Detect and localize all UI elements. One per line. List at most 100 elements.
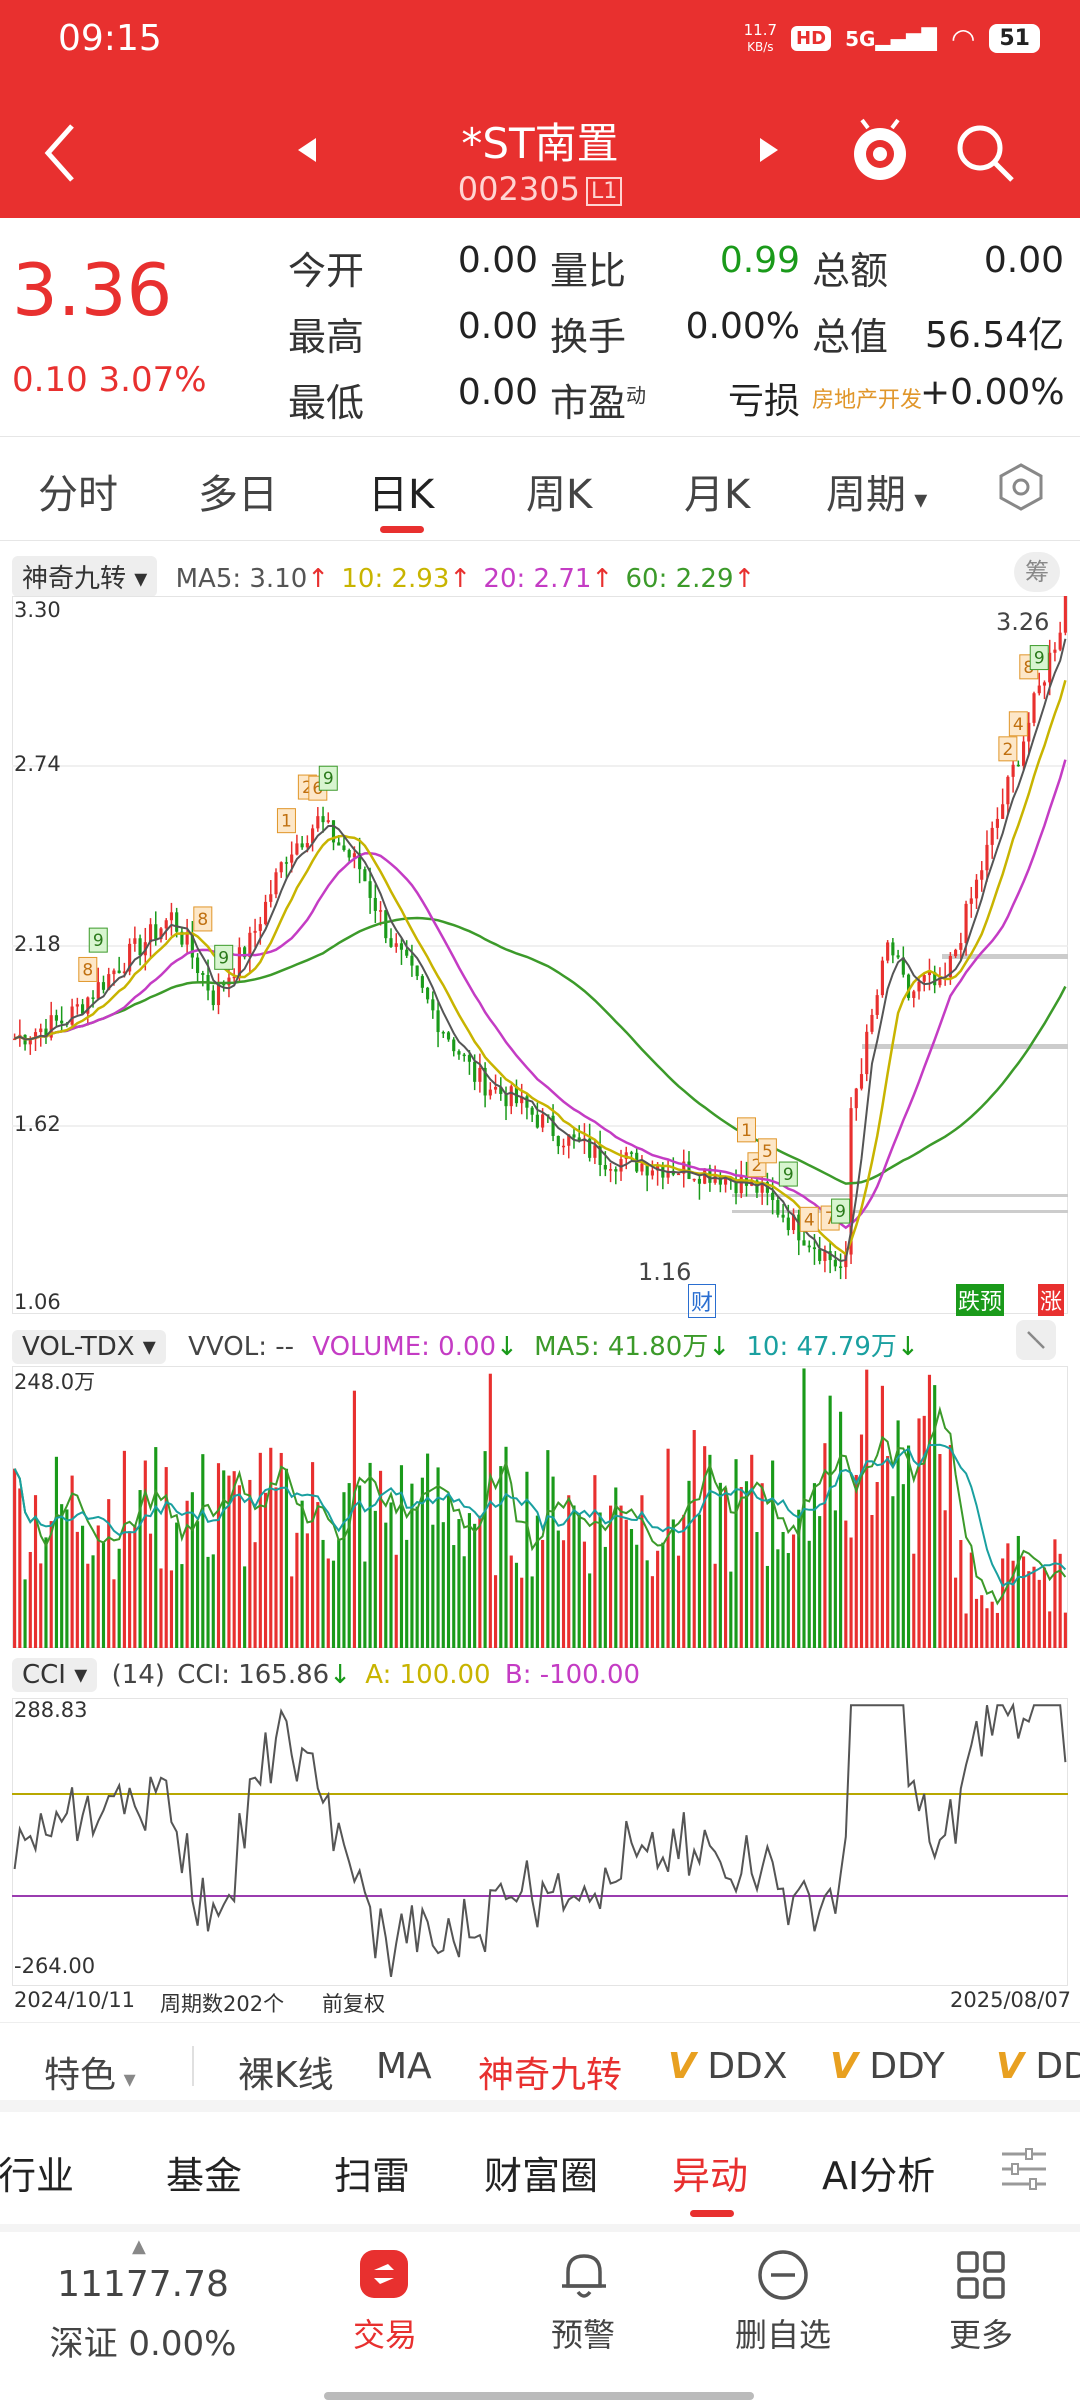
volume-bar — [906, 1445, 911, 1648]
candle — [614, 1169, 618, 1172]
tab-daily-k[interactable]: 日K — [368, 472, 435, 518]
candle — [326, 820, 330, 823]
volume-bar — [326, 1558, 330, 1648]
nine-marker — [276, 808, 296, 834]
volume-chart[interactable] — [12, 1366, 1068, 1648]
tab-settings-icon[interactable] — [1000, 2148, 1048, 2190]
candle — [661, 1165, 665, 1178]
pe-label[interactable]: 市盈动 — [550, 381, 647, 425]
divider — [0, 2100, 1080, 2112]
volume-bar — [546, 1450, 550, 1648]
next-stock-icon[interactable] — [756, 136, 780, 164]
tab-weekly-k[interactable]: 周K — [526, 472, 593, 518]
chip-line — [942, 954, 1068, 959]
feature-ma[interactable]: MA — [376, 2046, 432, 2087]
rise-marker[interactable]: 涨 — [1038, 1284, 1065, 1316]
fall-warning-marker[interactable]: 跌预 — [956, 1284, 1005, 1316]
volume-bar — [964, 1613, 968, 1648]
nav-remove-watchlist[interactable]: 删自选 — [734, 2316, 831, 2354]
special-dropdown[interactable]: 特色 ▾ — [44, 2055, 136, 2096]
kline-indicator-select[interactable]: 神奇九转 ▾ — [12, 556, 158, 597]
feature-ddx[interactable]: V DDX — [668, 2046, 788, 2087]
index-value[interactable]: 11177.78 — [57, 2264, 229, 2305]
candle — [823, 1251, 827, 1261]
volume-bar — [483, 1451, 487, 1648]
pe-value: 亏损 — [727, 381, 800, 422]
tab-monthly-k[interactable]: 月K — [684, 472, 751, 518]
feature-ddy[interactable]: V DDY — [830, 2046, 945, 2087]
finance-marker[interactable]: 财 — [688, 1284, 717, 1318]
nine-marker-label: 4 — [1013, 715, 1024, 735]
feature-magic-nine[interactable]: 神奇九转 — [478, 2055, 623, 2096]
cci-indicator-select[interactable]: CCI ▾ — [12, 1658, 98, 1692]
search-icon[interactable] — [954, 122, 1016, 184]
tab-fund[interactable]: 基金 — [166, 2154, 243, 2198]
volume-indicator-select[interactable]: VOL-TDX ▾ — [12, 1330, 166, 1364]
back-icon[interactable] — [40, 120, 80, 186]
nine-marker-label: 2 — [1002, 740, 1013, 760]
candle — [760, 1182, 764, 1193]
nav-more[interactable]: 更多 — [948, 2316, 1013, 2354]
candle — [420, 976, 424, 988]
volume-bar — [734, 1459, 738, 1648]
alert-bell-icon[interactable] — [558, 2248, 610, 2302]
volume-bar — [300, 1500, 304, 1648]
candle — [865, 1031, 869, 1075]
nav-trade[interactable]: 交易 — [352, 2316, 417, 2354]
candle — [509, 1086, 513, 1107]
collapse-icon[interactable] — [1016, 1320, 1056, 1360]
volume-bar — [164, 1467, 168, 1648]
tab-ai-analysis[interactable]: AI分析 — [822, 2154, 936, 2198]
candle — [781, 1214, 785, 1218]
candle — [33, 1032, 38, 1040]
candle — [13, 1038, 17, 1041]
assistant-icon[interactable] — [848, 116, 912, 188]
candle — [91, 997, 95, 999]
tab-wealth-circle[interactable]: 财富圈 — [484, 2154, 599, 2198]
volume-bar — [1048, 1611, 1052, 1648]
volume-bar — [405, 1539, 409, 1648]
adjust-mode[interactable]: 前复权 — [322, 1992, 385, 2016]
cci-chart[interactable] — [12, 1698, 1068, 1986]
index-name[interactable]: 深证 0.00% — [49, 2324, 237, 2364]
tab-period[interactable]: 周期 ▾ — [826, 472, 928, 518]
tab-anomaly[interactable]: 异动 — [672, 2154, 749, 2198]
tab-risk-scan[interactable]: 扫雷 — [334, 2154, 411, 2198]
vvol-value: VVOL: -- — [188, 1332, 294, 1362]
y-label-top: 3.30 — [14, 598, 61, 622]
prev-stock-icon[interactable] — [296, 136, 320, 164]
volume-bar — [844, 1520, 848, 1648]
tab-industry[interactable]: 行业 — [0, 2154, 75, 2198]
volume-bar — [467, 1513, 471, 1648]
chip-distribution-button[interactable]: 筹 — [1014, 552, 1060, 592]
volume-bar — [49, 1521, 53, 1648]
candle — [692, 1178, 696, 1181]
tab-multi-day[interactable]: 多日 — [198, 472, 278, 518]
settings-hex-icon[interactable] — [996, 462, 1046, 512]
y-label-bottom: 1.06 — [14, 1290, 61, 1314]
candle — [948, 956, 952, 978]
volume-bar — [656, 1550, 660, 1648]
volume-bar — [886, 1456, 890, 1648]
feature-naked-k[interactable]: 裸K线 — [238, 2055, 334, 2096]
volume-bar — [1042, 1567, 1047, 1648]
volume-bar — [765, 1565, 769, 1648]
candle — [44, 1028, 48, 1038]
market-cap-value: 56.54亿 — [924, 315, 1064, 356]
home-indicator[interactable] — [324, 2392, 754, 2400]
tab-intraday[interactable]: 分时 — [38, 472, 118, 518]
industry-label[interactable]: 房地产开发 — [812, 388, 923, 413]
candle — [493, 1087, 498, 1090]
more-grid-icon[interactable] — [956, 2250, 1006, 2300]
remove-watchlist-icon[interactable] — [756, 2248, 810, 2302]
volume-bar — [169, 1570, 174, 1648]
nav-alert[interactable]: 预警 — [550, 2316, 615, 2354]
candle — [128, 943, 132, 972]
trade-icon[interactable] — [358, 2248, 410, 2300]
feature-ddz[interactable]: V DD — [996, 2046, 1080, 2087]
volume-bar — [776, 1549, 780, 1648]
candle — [541, 1114, 545, 1128]
expand-arrow-icon[interactable]: ▲ — [132, 2236, 146, 2257]
candle — [368, 881, 372, 898]
